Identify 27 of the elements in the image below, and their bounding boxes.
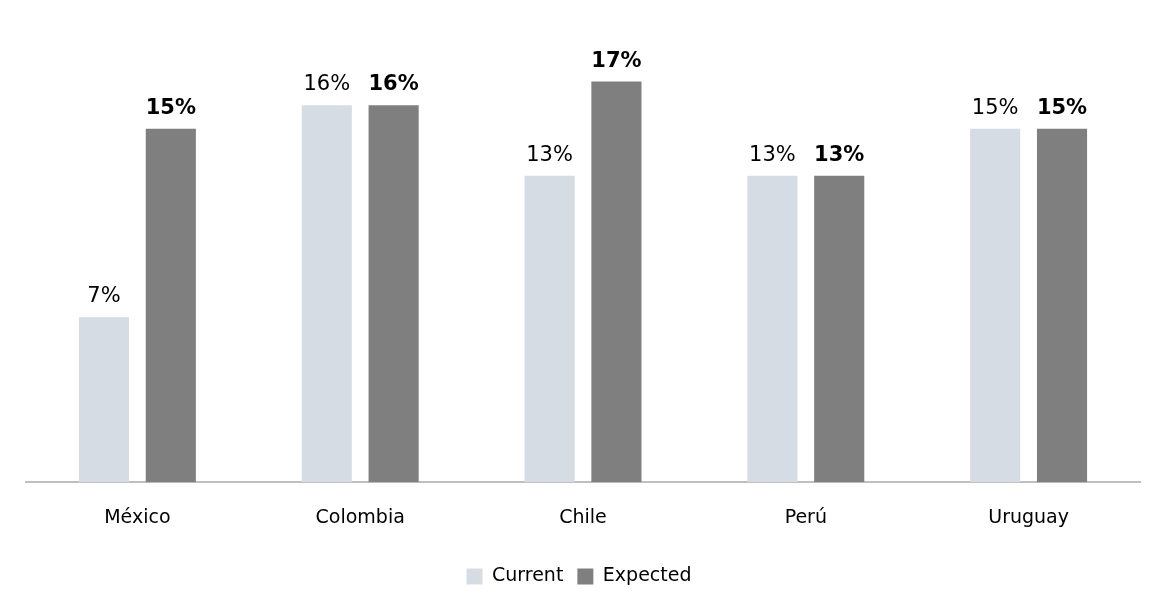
- bar: [591, 81, 642, 483]
- x-tick-label: Chile: [559, 504, 607, 527]
- bar: [368, 105, 419, 483]
- data-label: 15%: [1036, 94, 1088, 119]
- data-label: 16%: [303, 71, 351, 96]
- data-label: 13%: [526, 141, 573, 166]
- x-tick-label: Perú: [784, 504, 827, 527]
- data-label: 15%: [145, 94, 196, 119]
- bar: [970, 128, 1021, 483]
- data-label: 16%: [368, 71, 419, 96]
- data-label: 7%: [87, 283, 121, 308]
- bar: [814, 175, 865, 483]
- data-label: 15%: [971, 94, 1019, 119]
- bar: [301, 105, 352, 483]
- legend-label: Expected: [602, 563, 692, 586]
- data-label: 17%: [591, 47, 642, 72]
- legend-label: Current: [492, 563, 564, 586]
- bar: [1036, 128, 1088, 483]
- bar: [747, 175, 798, 483]
- x-tick-label: México: [104, 504, 171, 527]
- x-tick-label: Colombia: [315, 504, 405, 527]
- x-tick-label: Uruguay: [988, 504, 1069, 527]
- data-label: 13%: [749, 141, 796, 166]
- data-label: 13%: [814, 141, 865, 166]
- bar: [78, 317, 130, 483]
- bar: [145, 128, 196, 483]
- bar: [524, 175, 575, 483]
